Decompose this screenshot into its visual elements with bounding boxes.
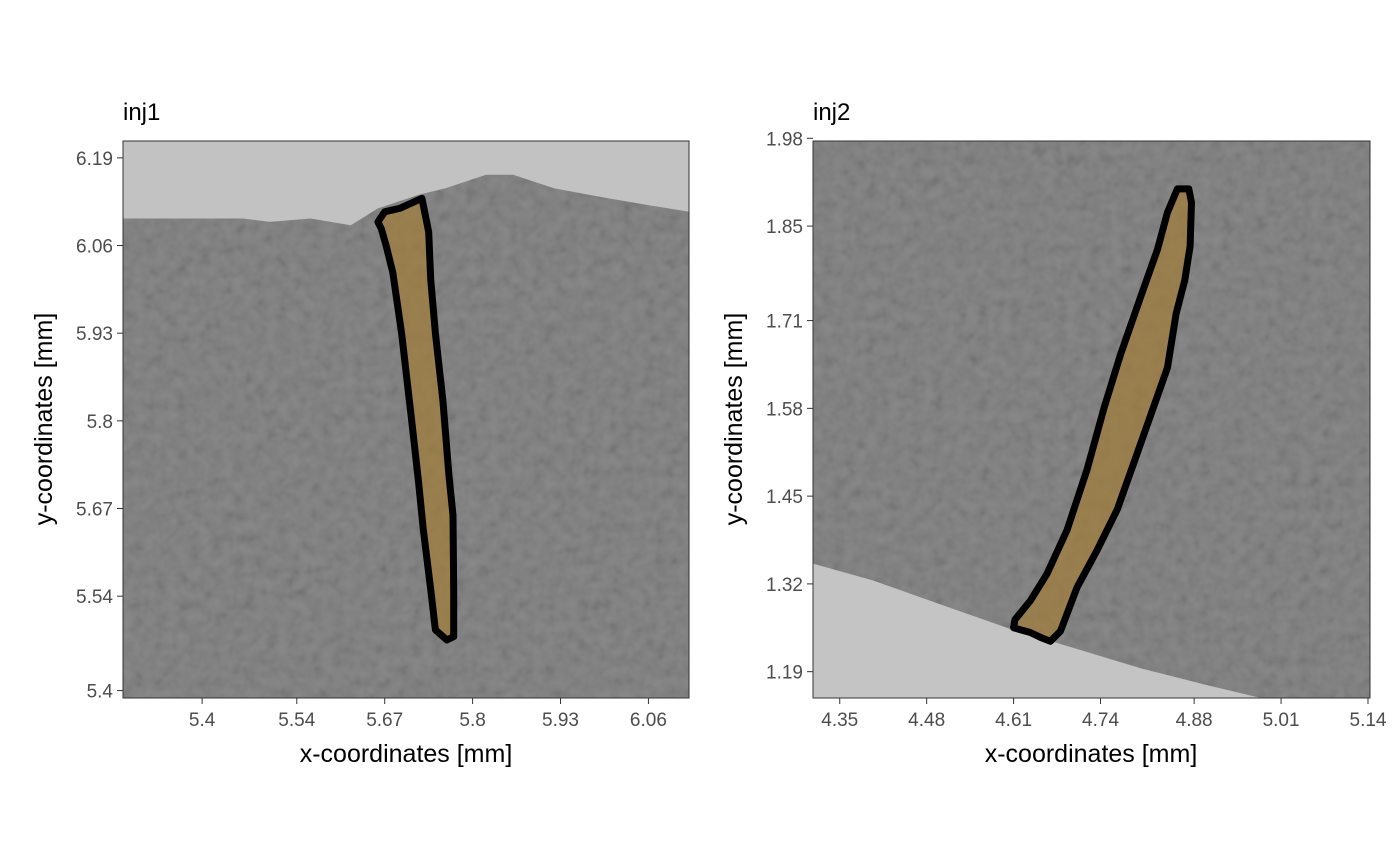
y-tick-label: 1.58 xyxy=(766,399,803,420)
y-axis-title-inj1: y-coordinates [mm] xyxy=(30,313,58,526)
x-tick-label: 4.48 xyxy=(908,710,945,731)
background-light-region-inj2 xyxy=(813,563,1261,698)
x-tick-label: 5.01 xyxy=(1263,710,1300,731)
panel-title-inj1: inj1 xyxy=(123,99,160,126)
y-tick-label: 5.93 xyxy=(76,324,113,345)
y-tick-label: 5.54 xyxy=(76,587,113,608)
x-axis-title-inj2: x-coordinates [mm] xyxy=(985,740,1198,768)
y-tick-label: 1.45 xyxy=(766,487,803,508)
x-tick-label: 5.4 xyxy=(189,710,216,731)
panel-border-inj1 xyxy=(122,140,690,699)
injection-outline-inj1 xyxy=(374,194,458,644)
y-tick-label: 6.06 xyxy=(76,237,113,258)
x-axis-ticks-inj2: 4.35 4.48 4.61 4.74 4.88 5.01 5.14 xyxy=(821,698,1387,731)
panel-inj2: inj2 4.35 4.48 4.61 4.74 4.88 5.01 5.14 1.191.… xyxy=(720,99,1387,768)
x-tick-label: 4.61 xyxy=(995,710,1032,731)
y-tick-label: 1.19 xyxy=(766,663,803,684)
panel-border-inj2 xyxy=(812,140,1371,699)
y-tick-label: 5.4 xyxy=(87,682,114,703)
y-tick-label: 5.8 xyxy=(87,412,113,433)
panel-title-inj2: inj2 xyxy=(813,99,850,126)
x-tick-label: 6.06 xyxy=(630,710,667,731)
x-axis-ticks-inj1: 5.4 5.54 5.67 5.8 5.93 6.06 xyxy=(189,698,667,731)
x-tick-label: 4.88 xyxy=(1176,710,1213,731)
x-tick-label: 5.14 xyxy=(1350,710,1387,731)
x-axis-title-inj1: x-coordinates [mm] xyxy=(300,740,513,768)
y-tick-label: 1.71 xyxy=(766,312,803,333)
y-tick-label: 1.98 xyxy=(766,129,803,150)
y-axis-ticks-inj1: 5.4 5.54 5.67 5.8 5.93 6.06 6.19 xyxy=(76,149,123,703)
y-axis-ticks-inj2: 1.19 1.32 1.45 1.58 1.71 1.85 1.98 xyxy=(766,129,813,684)
x-tick-label: 5.67 xyxy=(366,710,403,731)
y-axis-title-inj2: y-coordinates [mm] xyxy=(720,313,748,526)
y-tick-label: 6.19 xyxy=(76,149,113,170)
x-tick-label: 5.8 xyxy=(459,710,485,731)
y-tick-label: 1.32 xyxy=(766,575,803,596)
x-tick-label: 5.54 xyxy=(278,710,315,731)
x-tick-label: 4.35 xyxy=(821,710,858,731)
injection-outline-inj2 xyxy=(1010,185,1195,645)
background-light-region-inj1 xyxy=(123,141,689,226)
y-tick-label: 5.67 xyxy=(76,500,113,521)
x-tick-label: 4.74 xyxy=(1082,710,1119,731)
x-tick-label: 5.93 xyxy=(542,710,579,731)
y-tick-label: 1.85 xyxy=(766,217,803,238)
panel-inj1: inj1 5.4 5.54 5.67 5.8 5.93 6.06 5.45.545.675… xyxy=(30,99,690,768)
